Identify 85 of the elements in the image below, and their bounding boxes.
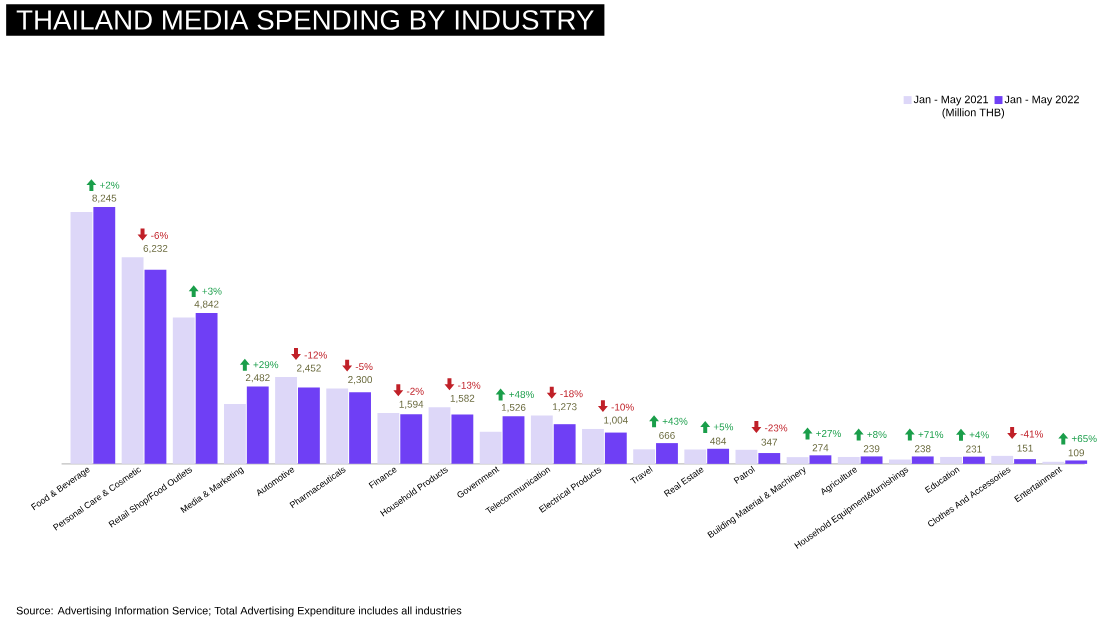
annotation: +65% (1071, 435, 1097, 443)
bar (940, 457, 962, 464)
bar (93, 207, 116, 464)
bar (962, 456, 985, 464)
bar (684, 449, 707, 464)
bar (502, 416, 525, 464)
bar (195, 313, 218, 464)
bar (275, 377, 297, 464)
data-label: 484 (710, 437, 727, 445)
bar (656, 443, 678, 464)
data-label: 4,842 (194, 300, 219, 309)
data-label: 231 (966, 445, 982, 453)
data-label: 1,594 (399, 400, 424, 409)
annotation: +43% (662, 417, 688, 425)
annotation: +3% (202, 287, 222, 295)
annotation: +29% (253, 361, 279, 369)
legend-label: Jan - May 2022 (1004, 95, 1079, 106)
annotation: +4% (969, 431, 989, 439)
data-label: 1,273 (553, 403, 577, 412)
bar (809, 455, 832, 464)
annotation: -41% (1020, 430, 1044, 438)
bar (121, 257, 144, 464)
bar (604, 432, 627, 464)
annotation: -23% (764, 424, 788, 432)
bar (223, 404, 246, 464)
annotation: +27% (816, 430, 841, 438)
annotation: -6% (151, 232, 168, 240)
data-label: 238 (914, 445, 931, 453)
bar (582, 429, 604, 464)
bar (837, 457, 860, 464)
chart-title: THAILAND MEDIA SPENDING BY INDUSTRY (16, 10, 594, 30)
data-label: 347 (761, 438, 778, 446)
bar (888, 459, 911, 464)
bar (758, 453, 781, 464)
bar (530, 415, 553, 464)
source-note: Source: Advertising Information Service; Total Advertising Expenditure includes all industries (16, 606, 462, 617)
data-label: 666 (659, 432, 675, 440)
bar (326, 388, 349, 464)
bar (70, 212, 93, 464)
data-label: 151 (1017, 444, 1033, 452)
data-label: 6,232 (143, 245, 168, 254)
annotation: +8% (867, 431, 887, 439)
data-label: 2,452 (297, 364, 321, 373)
bar (246, 386, 269, 464)
annotation: +5% (713, 423, 734, 431)
bar (479, 431, 502, 464)
data-label: 2,482 (245, 374, 270, 383)
bar (144, 269, 167, 464)
bar (349, 392, 371, 464)
annotation: -10% (611, 403, 634, 411)
data-label: 8,245 (92, 194, 117, 203)
bar (1014, 459, 1036, 464)
bar (911, 456, 934, 464)
bar (707, 448, 730, 464)
data-label: 2,300 (348, 376, 373, 385)
text: +2% (100, 181, 120, 189)
data-label: 239 (863, 445, 880, 453)
data-label: 274 (812, 444, 829, 452)
data-label: 1,526 (501, 404, 526, 413)
bar (786, 457, 809, 464)
data-label: 1,004 (604, 416, 628, 425)
bar (991, 455, 1014, 464)
annotation: -13% (458, 381, 481, 389)
annotation: -12% (304, 351, 327, 359)
legend-title: (Million THB) (942, 108, 1005, 119)
data-label: 1,582 (450, 394, 475, 404)
bar (451, 414, 474, 464)
bar (553, 424, 576, 464)
annotation: -2% (406, 387, 424, 395)
bar (428, 407, 451, 464)
annotation: -18% (560, 390, 583, 398)
bar (377, 413, 400, 464)
annotation: -5% (355, 363, 373, 371)
bar (172, 317, 195, 464)
annotation: +71% (918, 431, 944, 439)
legend-label: Jan - May 2021 (913, 95, 989, 106)
bar (1042, 461, 1065, 464)
bar (860, 456, 883, 464)
bar (297, 387, 320, 464)
bar (735, 449, 758, 464)
bar (633, 449, 656, 464)
annotation: +48% (509, 391, 534, 399)
bar (1065, 460, 1088, 464)
data-label: 109 (1068, 449, 1084, 457)
bar (400, 414, 423, 464)
